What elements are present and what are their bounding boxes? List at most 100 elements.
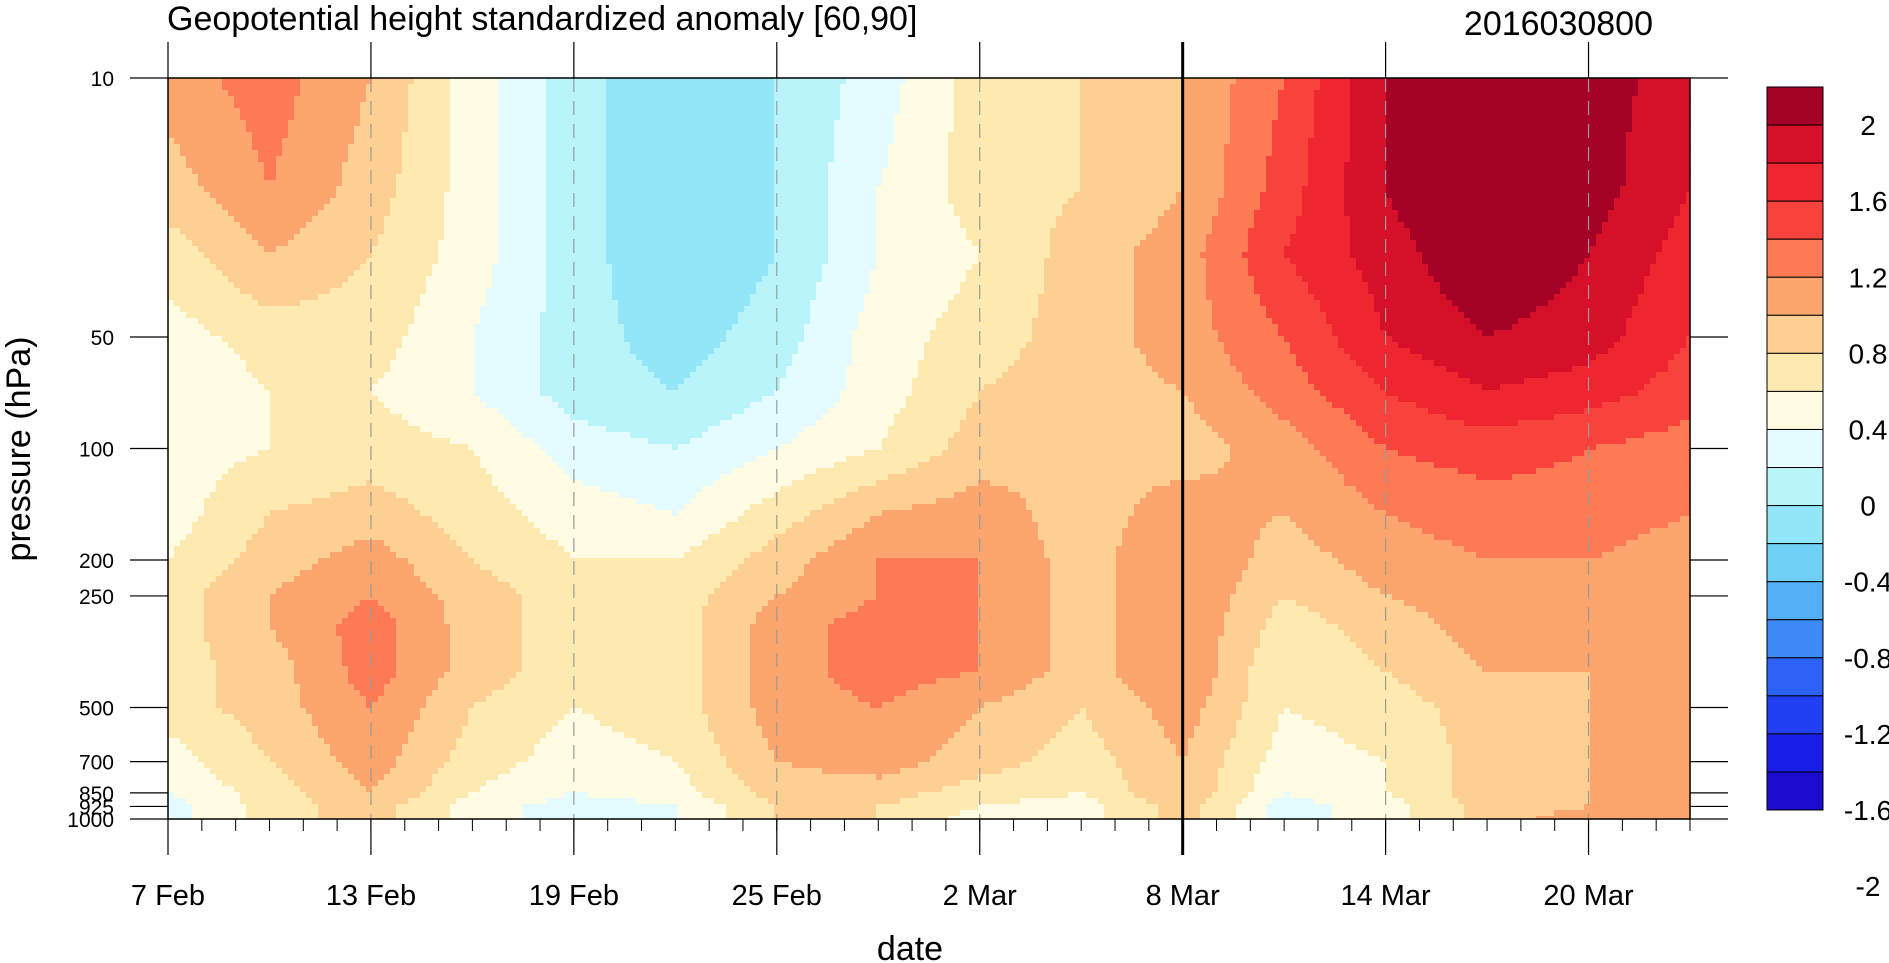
contour-cell bbox=[936, 138, 943, 145]
contour-cell bbox=[1644, 108, 1651, 115]
contour-cell bbox=[960, 90, 967, 97]
contour-cell bbox=[1134, 144, 1141, 151]
contour-cell bbox=[1476, 78, 1483, 85]
contour-cell bbox=[624, 144, 631, 151]
contour-cell bbox=[840, 162, 847, 169]
contour-cell bbox=[168, 144, 175, 151]
contour-cell bbox=[1116, 138, 1123, 145]
contour-cell bbox=[396, 96, 403, 103]
contour-cell bbox=[294, 120, 301, 127]
contour-cell bbox=[1188, 174, 1195, 181]
contour-cell bbox=[462, 174, 469, 181]
contour-cell bbox=[228, 144, 235, 151]
contour-cell bbox=[804, 102, 811, 109]
contour-cell bbox=[852, 162, 859, 169]
contour-cell bbox=[1338, 84, 1345, 91]
contour-cell bbox=[648, 132, 655, 139]
contour-cell bbox=[1038, 114, 1045, 121]
contour-cell bbox=[1674, 150, 1681, 157]
contour-cell bbox=[1506, 168, 1513, 175]
contour-cell bbox=[636, 144, 643, 151]
contour-cell bbox=[966, 132, 973, 139]
contour-cell bbox=[804, 132, 811, 139]
contour-cell bbox=[660, 132, 667, 139]
contour-cell bbox=[228, 84, 235, 91]
contour-cell bbox=[786, 126, 793, 133]
contour-cell bbox=[1530, 156, 1537, 163]
contour-cell bbox=[540, 144, 547, 151]
contour-cell bbox=[1524, 186, 1531, 193]
contour-cell bbox=[606, 132, 613, 139]
contour-cell bbox=[1530, 120, 1537, 127]
contour-cell bbox=[1668, 120, 1675, 127]
contour-cell bbox=[492, 108, 499, 115]
contour-cell bbox=[426, 126, 433, 133]
contour-cell bbox=[960, 78, 967, 85]
contour-cell bbox=[822, 162, 829, 169]
contour-cell bbox=[432, 78, 439, 85]
contour-cell bbox=[402, 174, 409, 181]
contour-cell bbox=[1260, 78, 1267, 85]
contour-cell bbox=[468, 78, 475, 85]
contour-cell bbox=[294, 90, 301, 97]
contour-cell bbox=[1620, 168, 1627, 175]
contour-cell bbox=[1320, 96, 1327, 103]
contour-cell bbox=[1272, 138, 1279, 145]
contour-cell bbox=[408, 96, 415, 103]
contour-cell bbox=[1140, 138, 1147, 145]
contour-cell bbox=[1614, 108, 1621, 115]
contour-cell bbox=[1278, 126, 1285, 133]
contour-cell bbox=[1110, 84, 1117, 91]
contour-cell bbox=[1680, 162, 1687, 169]
contour-cell bbox=[660, 96, 667, 103]
contour-cell bbox=[1206, 102, 1213, 109]
contour-cell bbox=[624, 84, 631, 91]
contour-cell bbox=[1518, 90, 1525, 97]
contour-cell bbox=[1632, 156, 1639, 163]
contour-cell bbox=[1068, 96, 1075, 103]
contour-cell bbox=[1680, 120, 1687, 127]
contour-cell bbox=[408, 132, 415, 139]
contour-cell bbox=[666, 174, 673, 181]
contour-cell bbox=[648, 114, 655, 121]
contour-cell bbox=[1044, 174, 1051, 181]
contour-cell bbox=[1422, 180, 1429, 187]
contour-cell bbox=[606, 192, 613, 199]
contour-cell bbox=[420, 126, 427, 133]
contour-cell bbox=[258, 156, 265, 163]
contour-cell bbox=[1014, 120, 1021, 127]
contour-cell bbox=[1104, 120, 1111, 127]
contour-cell bbox=[930, 78, 937, 85]
contour-cell bbox=[1266, 96, 1273, 103]
contour-cell bbox=[990, 150, 997, 157]
contour-cell bbox=[450, 186, 457, 193]
contour-cell bbox=[1062, 156, 1069, 163]
contour-cell bbox=[1668, 144, 1675, 151]
contour-cell bbox=[1302, 138, 1309, 145]
contour-cell bbox=[240, 168, 247, 175]
contour-cell bbox=[1506, 126, 1513, 133]
contour-cell bbox=[954, 114, 961, 121]
contour-cell bbox=[1044, 126, 1051, 133]
contour-cell bbox=[942, 120, 949, 127]
contour-cell bbox=[792, 120, 799, 127]
contour-cell bbox=[1410, 144, 1417, 151]
contour-cell bbox=[1356, 114, 1363, 121]
contour-cell bbox=[1248, 156, 1255, 163]
contour-cell bbox=[1272, 168, 1279, 175]
contour-cell bbox=[1248, 120, 1255, 127]
contour-cell bbox=[654, 126, 661, 133]
contour-cell bbox=[1296, 114, 1303, 121]
contour-cell bbox=[366, 108, 373, 115]
contour-cell bbox=[498, 126, 505, 133]
contour-cell bbox=[1152, 150, 1159, 157]
contour-cell bbox=[732, 192, 739, 199]
contour-cell bbox=[1038, 132, 1045, 139]
contour-cell bbox=[1146, 156, 1153, 163]
contour-cell bbox=[1296, 120, 1303, 127]
contour-cell bbox=[720, 102, 727, 109]
contour-cell bbox=[1080, 168, 1087, 175]
contour-cell bbox=[1512, 114, 1519, 121]
contour-cell bbox=[1110, 96, 1117, 103]
contour-cell bbox=[702, 84, 709, 91]
